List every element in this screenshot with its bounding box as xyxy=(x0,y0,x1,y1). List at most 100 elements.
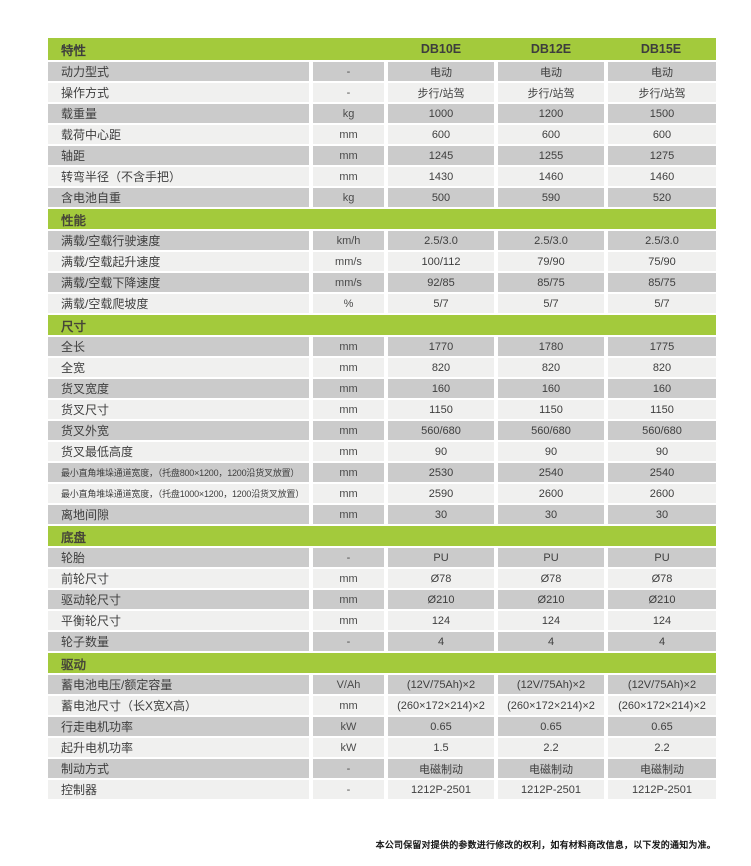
section-header-row: 驱动 xyxy=(48,652,716,675)
spec-value-db12e: 90 xyxy=(496,441,608,463)
spec-value-db15e: (260×172×214)×2 xyxy=(606,695,716,717)
spec-value-db12e: 30 xyxy=(496,504,608,526)
spec-value-db10e: 600 xyxy=(386,124,498,146)
spec-value-db12e: 160 xyxy=(496,378,608,400)
spec-value-db12e: 1212P-2501 xyxy=(496,779,608,801)
spec-row: 货叉最低高度 mm 90 90 90 xyxy=(48,441,716,463)
spec-value-db10e: 1212P-2501 xyxy=(386,779,498,801)
spec-value-db12e: 2.2 xyxy=(496,737,608,759)
spec-label: 满载/空载行驶速度 xyxy=(48,230,313,252)
spec-unit: % xyxy=(311,293,388,315)
spec-value-db10e: 160 xyxy=(386,378,498,400)
model-column-header-db10e: DB10E xyxy=(386,38,496,62)
spec-row: 轮胎 - PU PU PU xyxy=(48,547,716,569)
spec-unit: - xyxy=(311,82,388,104)
spec-value-db10e: 电磁制动 xyxy=(386,758,498,780)
spec-value-db12e: (260×172×214)×2 xyxy=(496,695,608,717)
spec-value-db10e: 1430 xyxy=(386,166,498,188)
spec-value-db12e: 124 xyxy=(496,610,608,632)
spec-value-db15e: Ø210 xyxy=(606,589,716,611)
spec-unit: V/Ah xyxy=(311,674,388,696)
spec-row: 蓄电池电压/额定容量 V/Ah (12V/75Ah)×2 (12V/75Ah)×… xyxy=(48,674,716,696)
spec-row: 控制器 - 1212P-2501 1212P-2501 1212P-2501 xyxy=(48,779,716,801)
spec-value-db12e: 1460 xyxy=(496,166,608,188)
spec-value-db10e: 124 xyxy=(386,610,498,632)
spec-row: 行走电机功率 kW 0.65 0.65 0.65 xyxy=(48,716,716,738)
spec-value-db15e: 85/75 xyxy=(606,272,716,294)
spec-unit: mm/s xyxy=(311,251,388,273)
spec-table-body: 特性 DB10E DB12E DB15E 动力型式 - 电动 电动 电动 操作方… xyxy=(48,38,716,801)
spec-row: 满载/空载行驶速度 km/h 2.5/3.0 2.5/3.0 2.5/3.0 xyxy=(48,230,716,252)
spec-unit: mm xyxy=(311,145,388,167)
table-header-row: 特性 DB10E DB12E DB15E xyxy=(48,38,716,62)
spec-label: 制动方式 xyxy=(48,758,313,780)
spec-label: 驱动轮尺寸 xyxy=(48,589,313,611)
spec-row: 最小直角堆垛通道宽度，（托盘800×1200，1200沿货叉放置） mm 253… xyxy=(48,462,716,484)
spec-label: 行走电机功率 xyxy=(48,716,313,738)
spec-unit: mm xyxy=(311,166,388,188)
spec-unit: mm xyxy=(311,504,388,526)
spec-value-db10e: 2590 xyxy=(386,483,498,505)
spec-value-db15e: 30 xyxy=(606,504,716,526)
spec-value-db15e: 5/7 xyxy=(606,293,716,315)
spec-value-db12e: 2540 xyxy=(496,462,608,484)
spec-label: 最小直角堆垛通道宽度，（托盘1000×1200，1200沿货叉放置） xyxy=(48,483,313,505)
spec-value-db10e: 100/112 xyxy=(386,251,498,273)
spec-row: 前轮尺寸 mm Ø78 Ø78 Ø78 xyxy=(48,568,716,590)
spec-value-db15e: 2.5/3.0 xyxy=(606,230,716,252)
spec-value-db10e: 电动 xyxy=(386,61,498,83)
spec-label: 蓄电池电压/额定容量 xyxy=(48,674,313,696)
spec-value-db10e: 1000 xyxy=(386,103,498,125)
spec-unit: km/h xyxy=(311,230,388,252)
spec-label: 动力型式 xyxy=(48,61,313,83)
spec-label: 轮子数量 xyxy=(48,631,313,653)
spec-value-db12e: 1200 xyxy=(496,103,608,125)
section-header-row: 性能 xyxy=(48,208,716,231)
spec-row: 满载/空载爬坡度 % 5/7 5/7 5/7 xyxy=(48,293,716,315)
spec-value-db12e: 590 xyxy=(496,187,608,209)
spec-label: 操作方式 xyxy=(48,82,313,104)
spec-value-db10e: 1.5 xyxy=(386,737,498,759)
spec-value-db12e: 2600 xyxy=(496,483,608,505)
spec-label: 离地间隙 xyxy=(48,504,313,526)
spec-unit: kW xyxy=(311,716,388,738)
spec-row: 货叉外宽 mm 560/680 560/680 560/680 xyxy=(48,420,716,442)
spec-unit: mm xyxy=(311,610,388,632)
spec-unit: mm xyxy=(311,462,388,484)
spec-value-db10e: 2.5/3.0 xyxy=(386,230,498,252)
spec-value-db10e: 90 xyxy=(386,441,498,463)
spec-value-db12e: 0.65 xyxy=(496,716,608,738)
spec-value-db15e: 2540 xyxy=(606,462,716,484)
spec-value-db12e: PU xyxy=(496,547,608,569)
spec-label: 平衡轮尺寸 xyxy=(48,610,313,632)
spec-label: 全长 xyxy=(48,336,313,358)
spec-label: 满载/空载起升速度 xyxy=(48,251,313,273)
spec-value-db12e: 85/75 xyxy=(496,272,608,294)
spec-unit: mm xyxy=(311,336,388,358)
unit-column-header xyxy=(311,38,386,62)
spec-unit: kg xyxy=(311,187,388,209)
section-title: 驱动 xyxy=(48,652,716,675)
spec-row: 全宽 mm 820 820 820 xyxy=(48,357,716,379)
spec-unit: mm/s xyxy=(311,272,388,294)
spec-value-db10e: (260×172×214)×2 xyxy=(386,695,498,717)
spec-value-db12e: 4 xyxy=(496,631,608,653)
spec-label: 含电池自重 xyxy=(48,187,313,209)
spec-value-db15e: 75/90 xyxy=(606,251,716,273)
spec-value-db12e: Ø78 xyxy=(496,568,608,590)
spec-value-db12e: 1255 xyxy=(496,145,608,167)
spec-value-db15e: 电动 xyxy=(606,61,716,83)
spec-value-db15e: 90 xyxy=(606,441,716,463)
spec-row: 最小直角堆垛通道宽度，（托盘1000×1200，1200沿货叉放置） mm 25… xyxy=(48,483,716,505)
section-header-row: 尺寸 xyxy=(48,314,716,337)
spec-value-db15e: 1150 xyxy=(606,399,716,421)
spec-label: 轮胎 xyxy=(48,547,313,569)
spec-unit: mm xyxy=(311,378,388,400)
spec-value-db12e: 1150 xyxy=(496,399,608,421)
spec-value-db15e: 步行/站驾 xyxy=(606,82,716,104)
spec-value-db15e: 1460 xyxy=(606,166,716,188)
spec-row: 制动方式 - 电磁制动 电磁制动 电磁制动 xyxy=(48,758,716,780)
disclaimer-note: 本公司保留对提供的参数进行修改的权利，如有材料商改信息，以下发的通知为准。 xyxy=(375,840,716,850)
spec-value-db10e: 5/7 xyxy=(386,293,498,315)
spec-unit: mm xyxy=(311,357,388,379)
